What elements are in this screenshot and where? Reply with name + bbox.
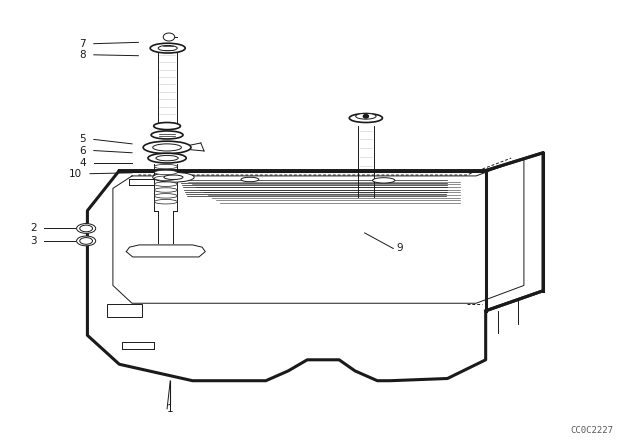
Text: CC0C2227: CC0C2227	[570, 426, 613, 435]
Ellipse shape	[154, 182, 177, 186]
Ellipse shape	[372, 178, 395, 183]
Ellipse shape	[148, 153, 186, 163]
Ellipse shape	[241, 177, 259, 182]
Ellipse shape	[143, 141, 191, 154]
Text: 3: 3	[30, 236, 36, 246]
Bar	[106, 304, 141, 318]
Ellipse shape	[153, 144, 181, 151]
Ellipse shape	[150, 43, 185, 53]
Ellipse shape	[349, 114, 383, 122]
Ellipse shape	[153, 172, 194, 182]
Ellipse shape	[80, 237, 93, 244]
Text: 8: 8	[79, 50, 86, 60]
Ellipse shape	[154, 199, 177, 204]
Ellipse shape	[77, 236, 96, 246]
Text: 9: 9	[396, 243, 403, 254]
Ellipse shape	[77, 224, 96, 233]
Ellipse shape	[154, 176, 177, 181]
Ellipse shape	[156, 155, 178, 161]
Ellipse shape	[154, 170, 177, 175]
Ellipse shape	[154, 194, 177, 198]
Text: 1: 1	[167, 404, 173, 414]
Ellipse shape	[80, 225, 93, 232]
Text: 7: 7	[79, 39, 86, 49]
Text: 6: 6	[79, 146, 86, 155]
Ellipse shape	[154, 164, 177, 169]
Text: 2: 2	[30, 224, 36, 233]
Ellipse shape	[151, 131, 183, 139]
Ellipse shape	[356, 113, 376, 119]
Circle shape	[163, 33, 175, 41]
Text: 5: 5	[79, 134, 86, 144]
Text: 4: 4	[79, 158, 86, 168]
Ellipse shape	[158, 45, 177, 51]
Ellipse shape	[164, 175, 183, 180]
Text: 10: 10	[69, 169, 83, 179]
Polygon shape	[126, 245, 205, 257]
Ellipse shape	[154, 122, 180, 129]
Circle shape	[364, 115, 369, 118]
Ellipse shape	[154, 188, 177, 192]
